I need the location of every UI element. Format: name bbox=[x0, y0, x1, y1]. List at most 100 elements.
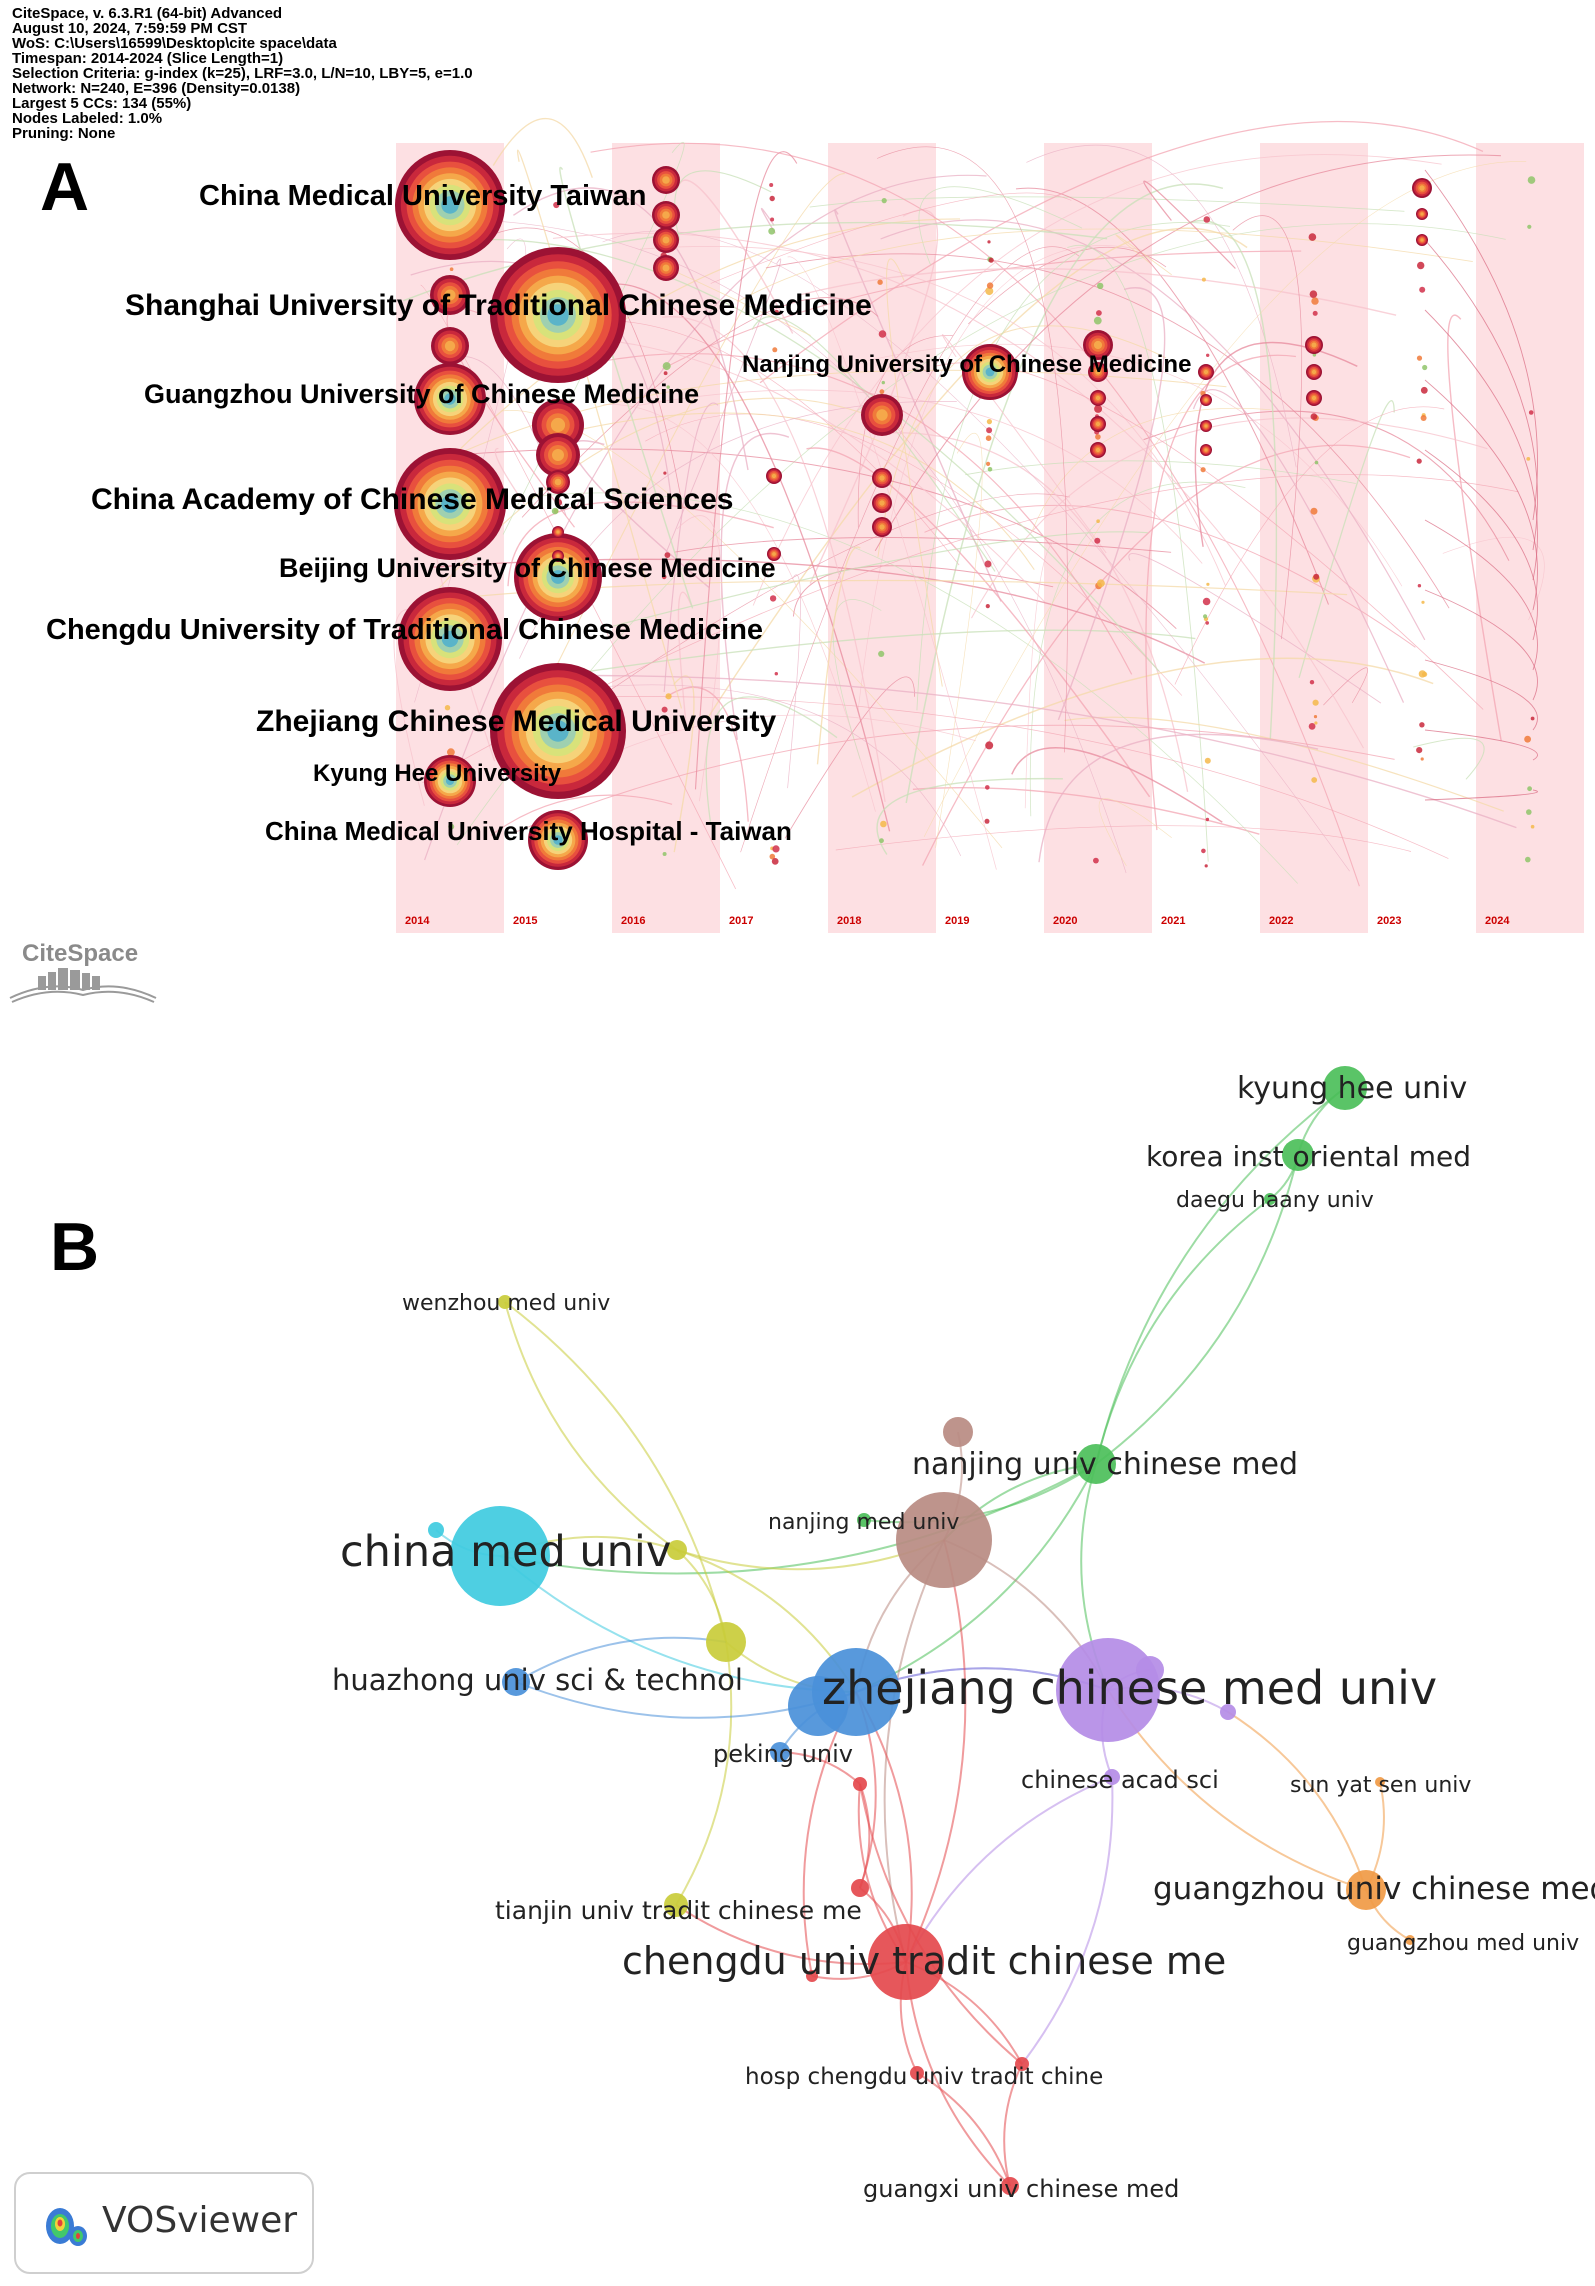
timeline-node-ring bbox=[662, 176, 670, 184]
timeline-small-node bbox=[768, 227, 776, 235]
network-link bbox=[1365, 1889, 1411, 1941]
network-link bbox=[855, 1691, 877, 1889]
timeline-link bbox=[403, 221, 1108, 302]
network-link bbox=[504, 1301, 678, 1551]
network-link bbox=[1101, 1689, 1113, 1778]
timeline-small-node bbox=[1309, 680, 1315, 685]
timeline-node-ring bbox=[1204, 448, 1208, 452]
timeline-link bbox=[1424, 589, 1538, 701]
timeline-small-node bbox=[774, 309, 779, 315]
timeline-node-ring bbox=[1311, 342, 1317, 348]
network-link bbox=[515, 1636, 727, 1683]
timeline-node-ring bbox=[879, 475, 885, 481]
node-nanjing-univ-cm bbox=[962, 344, 1018, 400]
network-link bbox=[855, 1463, 1097, 1693]
timeline-node-ring bbox=[1204, 424, 1208, 428]
timeline-link bbox=[923, 161, 1527, 838]
timeline-small-node bbox=[1205, 621, 1209, 625]
network-link bbox=[675, 1641, 733, 1906]
timeline-small-node bbox=[1417, 261, 1425, 270]
timeline-small-node bbox=[1311, 777, 1318, 783]
timeline-medium-node bbox=[1198, 364, 1214, 380]
institution-label: Chengdu University of Traditional Chines… bbox=[46, 614, 763, 646]
timeline-small-node bbox=[879, 838, 884, 844]
network-nodes bbox=[428, 1066, 1415, 2195]
timeline-link bbox=[916, 222, 1231, 711]
network-link bbox=[499, 1463, 1097, 1575]
timeline-link bbox=[1143, 410, 1510, 561]
network-node-tianjin bbox=[664, 1893, 688, 1917]
timeline-link bbox=[876, 777, 1063, 855]
timeline-medium-node bbox=[872, 468, 892, 488]
timeline-medium-node bbox=[536, 433, 580, 477]
timeline-small-node bbox=[878, 330, 887, 338]
timeline-small-node bbox=[1310, 507, 1318, 515]
timeline-small-node bbox=[1422, 671, 1428, 677]
timeline-small-node bbox=[985, 604, 990, 609]
timeline-small-node bbox=[1530, 716, 1535, 721]
timeline-node-ring bbox=[441, 630, 459, 648]
node-label-guangzhou-univ-chinese-med: guangzhou univ chinese med bbox=[1153, 1871, 1595, 1907]
timeline-link bbox=[1424, 379, 1538, 611]
timeline-link bbox=[521, 297, 879, 518]
timeline-small-node bbox=[1202, 597, 1211, 606]
timeline-small-node bbox=[1312, 699, 1319, 706]
network-link bbox=[859, 1887, 907, 1963]
timeline-link bbox=[799, 267, 1397, 316]
timeline-link bbox=[1115, 234, 1172, 276]
network-node-chinamed bbox=[450, 1506, 550, 1606]
network-link bbox=[1107, 1669, 1151, 1691]
timeline-link bbox=[851, 657, 1434, 798]
vosviewer-logo-text: VOSviewer bbox=[102, 2200, 298, 2241]
timeline-small-node bbox=[1416, 747, 1423, 754]
timeline-medium-node bbox=[1416, 208, 1428, 220]
timeline-small-node bbox=[666, 385, 670, 389]
meta-line: Timespan: 2014-2024 (Slice Length=1) bbox=[12, 50, 283, 67]
year-label: 2016 bbox=[621, 915, 645, 927]
timeline-medium-node bbox=[1083, 330, 1113, 360]
timeline-node-ring bbox=[441, 495, 459, 513]
timeline-small-node bbox=[1204, 757, 1211, 764]
timeline-link bbox=[1192, 389, 1405, 703]
timeline-small-node bbox=[661, 574, 667, 580]
timeline-node-ring bbox=[876, 409, 888, 421]
timeline-link bbox=[922, 444, 1411, 866]
timeline-small-node bbox=[1206, 353, 1210, 357]
timeline-node-ring bbox=[662, 211, 670, 219]
timeline-link bbox=[1424, 789, 1538, 801]
meta-line: Pruning: None bbox=[12, 125, 115, 142]
meta-line: August 10, 2024, 7:59:59 PM CST bbox=[12, 20, 247, 37]
timeline-link bbox=[1323, 667, 1368, 706]
network-node-red3 bbox=[806, 1970, 818, 1982]
timeline-link bbox=[1424, 309, 1538, 581]
timeline-small-node bbox=[772, 347, 778, 353]
timeline-small-node bbox=[447, 748, 455, 757]
year-axis: 2014 2015 2016 2017 2018 2019 2020 2021 … bbox=[405, 915, 1510, 927]
timeline-small-node bbox=[1096, 310, 1102, 316]
timeline-node-ring bbox=[879, 500, 885, 506]
timeline-medium-node bbox=[1306, 390, 1322, 406]
timeline-medium-node bbox=[552, 526, 564, 538]
timeline-link bbox=[1143, 180, 1236, 269]
network-link bbox=[1095, 1154, 1299, 1465]
timeline-link bbox=[676, 515, 722, 802]
timeline-link bbox=[1424, 449, 1538, 641]
timeline-link bbox=[490, 794, 673, 836]
institution-label: China Academy of Chinese Medical Science… bbox=[91, 483, 733, 516]
timeline-link bbox=[613, 531, 1148, 627]
node-label-wenzhou-med-univ: wenzhou med univ bbox=[402, 1291, 610, 1316]
timeline-small-node bbox=[1527, 224, 1532, 229]
network-link bbox=[883, 1539, 945, 1963]
meta-line: Largest 5 CCs: 134 (55%) bbox=[12, 95, 191, 112]
network-node-red2 bbox=[851, 1879, 869, 1897]
timeline-link bbox=[424, 174, 987, 861]
timeline-small-node bbox=[1420, 415, 1427, 421]
timeline-small-node bbox=[1417, 584, 1422, 588]
year-label: 2021 bbox=[1161, 915, 1185, 927]
network-node-zjBlue bbox=[812, 1648, 900, 1736]
network-link bbox=[905, 1776, 1113, 1963]
timeline-small-node bbox=[663, 371, 668, 376]
timeline-link bbox=[965, 460, 1356, 484]
timeline-link bbox=[918, 186, 1083, 266]
timeline-node-ring bbox=[662, 264, 670, 272]
